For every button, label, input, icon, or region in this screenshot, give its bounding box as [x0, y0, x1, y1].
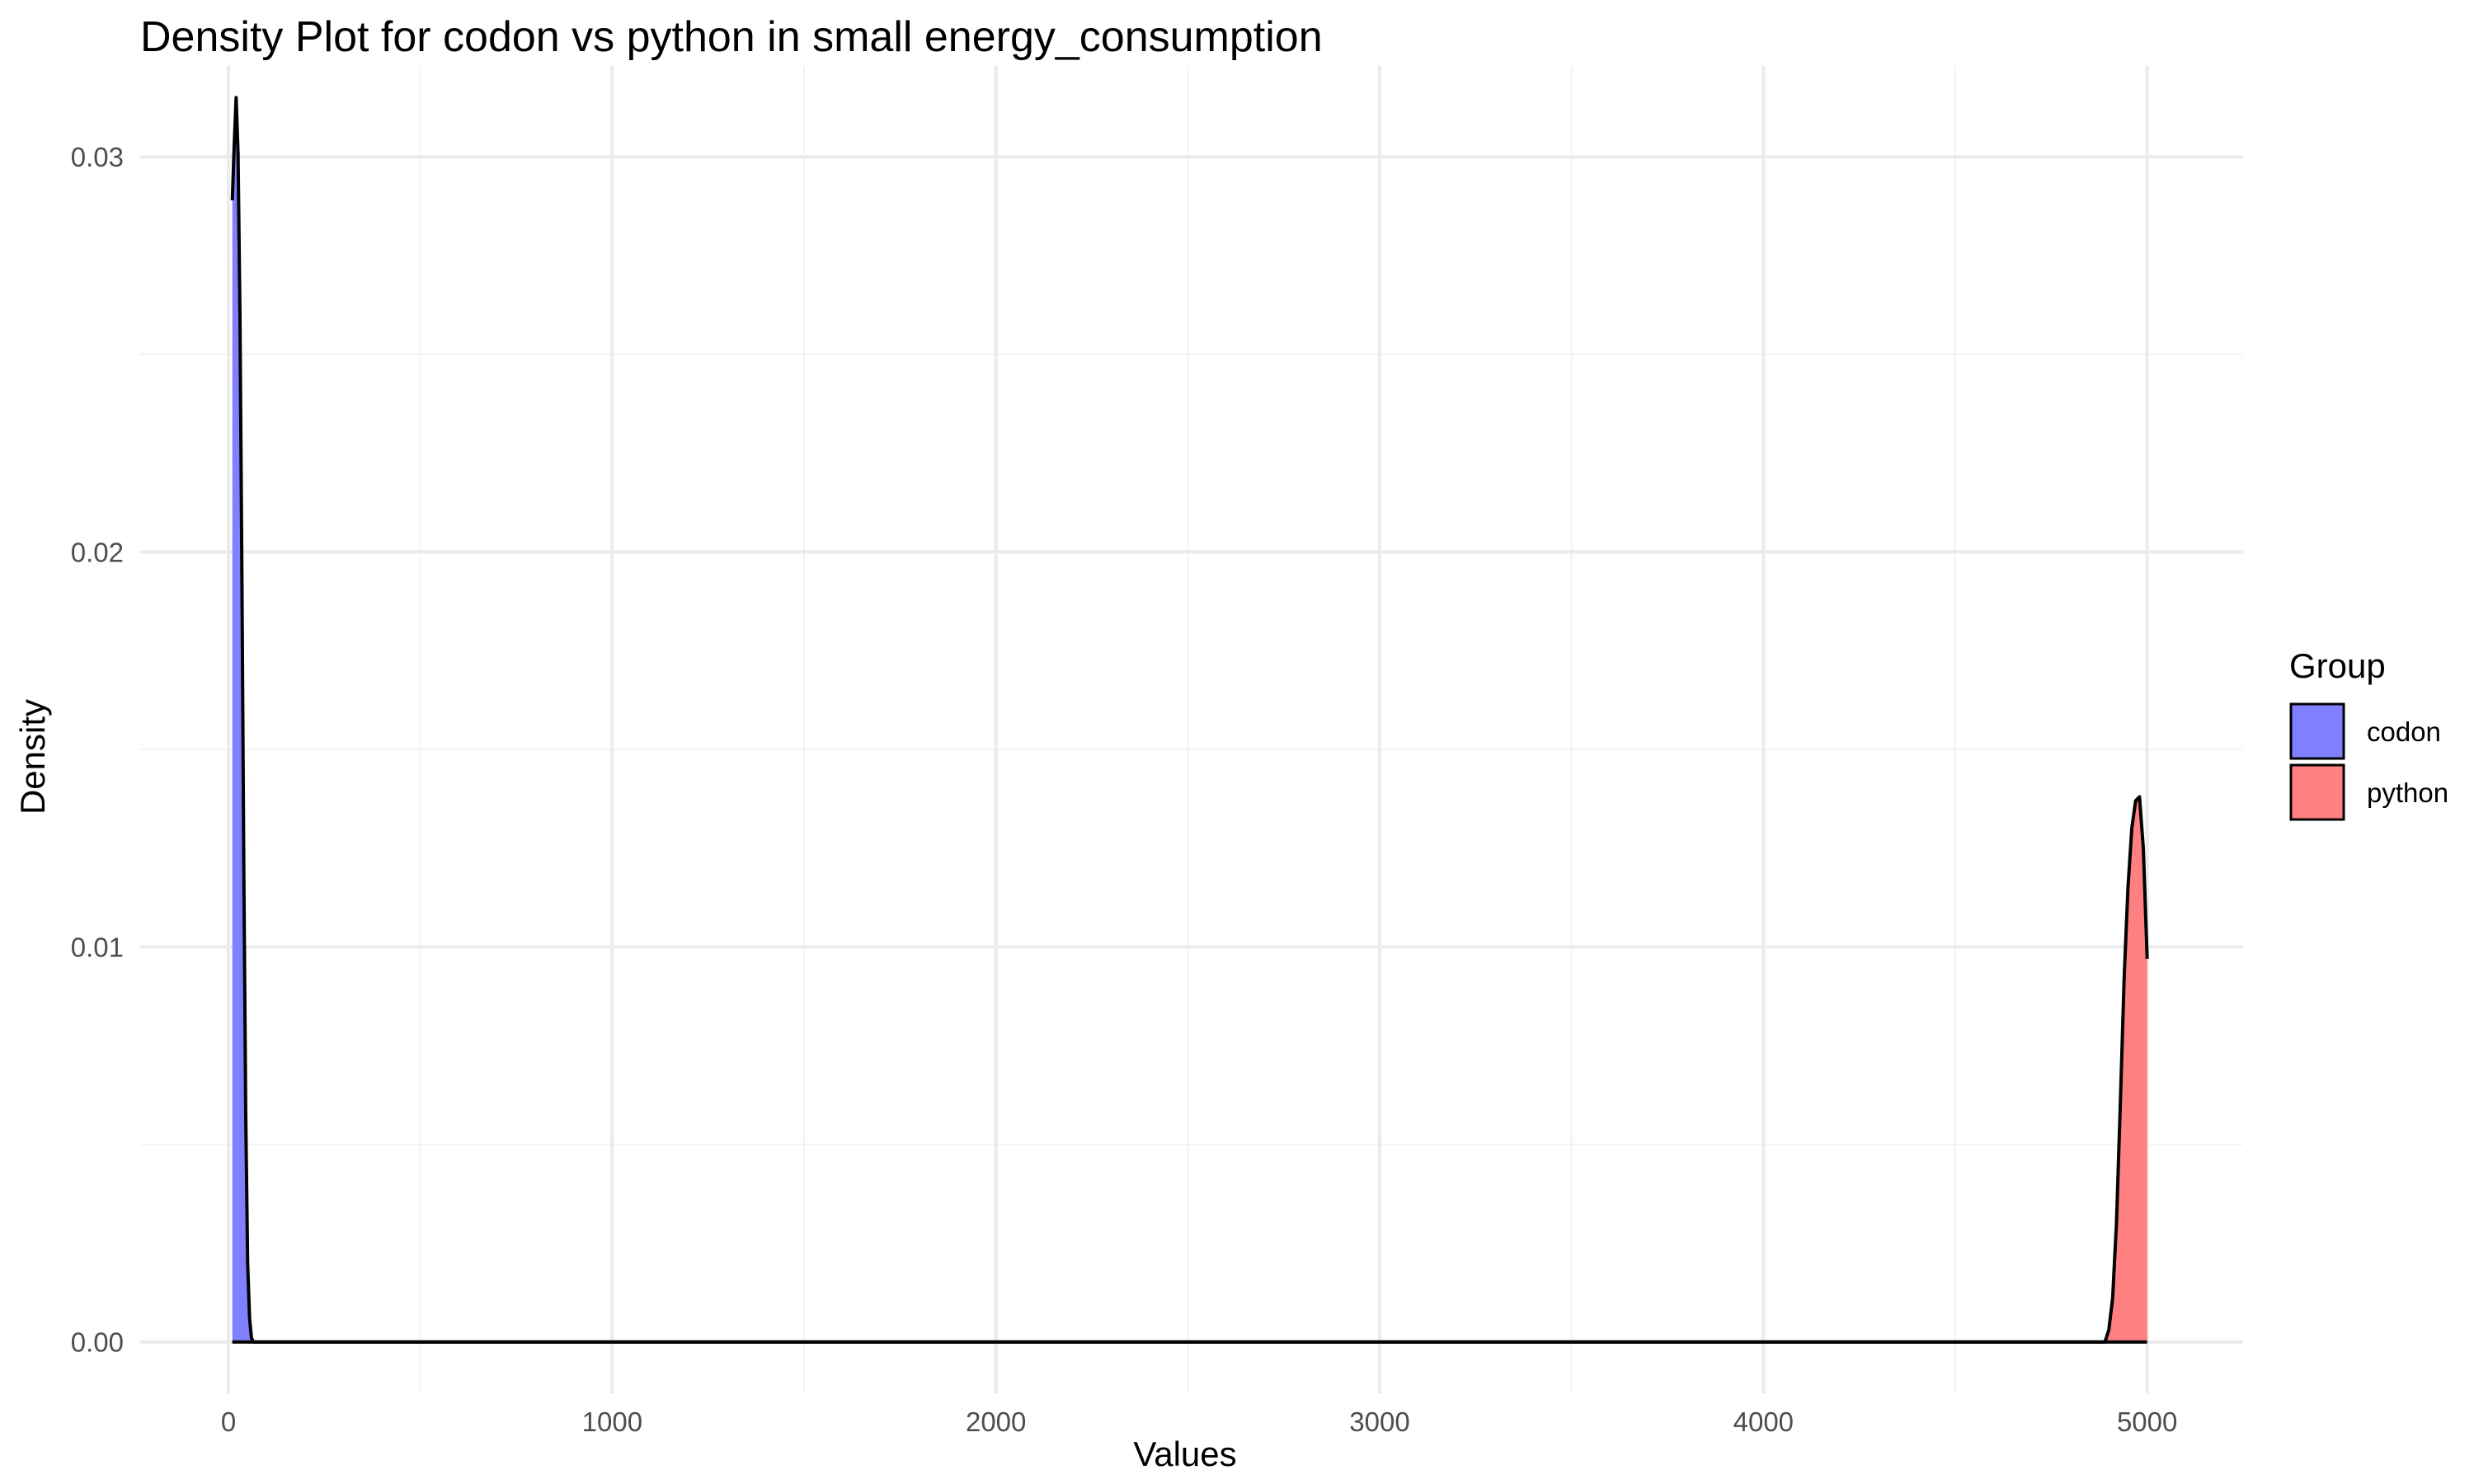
y-tick-label: 0.01	[71, 932, 124, 963]
legend: Group codon python	[2289, 646, 2448, 821]
y-axis-title: Density	[13, 699, 52, 815]
y-tick-label: 0.02	[71, 537, 124, 567]
density-line-python	[232, 795, 2149, 1344]
y-axis-ticks: 0.00 0.01 0.02 0.03	[71, 142, 124, 1358]
density-lines	[230, 96, 2149, 1344]
density-area-codon	[232, 97, 2147, 1342]
x-tick-label: 4000	[1733, 1407, 1794, 1437]
legend-label-codon: codon	[2367, 716, 2441, 747]
density-area-python	[232, 796, 2147, 1342]
density-line-codon	[230, 96, 2147, 1344]
chart-title: Density Plot for codon vs python in smal…	[140, 13, 1323, 61]
x-axis-ticks: 0 1000 2000 3000 4000 5000	[221, 1407, 2178, 1437]
legend-title: Group	[2289, 646, 2386, 685]
legend-key-codon	[2289, 702, 2345, 760]
x-tick-label: 0	[221, 1407, 236, 1437]
x-tick-label: 1000	[582, 1407, 642, 1437]
grid	[140, 66, 2243, 1393]
density-areas	[232, 97, 2147, 1342]
legend-label-python: python	[2367, 777, 2448, 808]
x-tick-label: 3000	[1349, 1407, 1409, 1437]
legend-key-python	[2289, 763, 2345, 821]
y-tick-label: 0.03	[71, 142, 124, 172]
y-tick-label: 0.00	[71, 1327, 124, 1358]
x-axis-title: Values	[1133, 1435, 1236, 1473]
x-tick-label: 2000	[966, 1407, 1026, 1437]
x-tick-label: 5000	[2117, 1407, 2177, 1437]
